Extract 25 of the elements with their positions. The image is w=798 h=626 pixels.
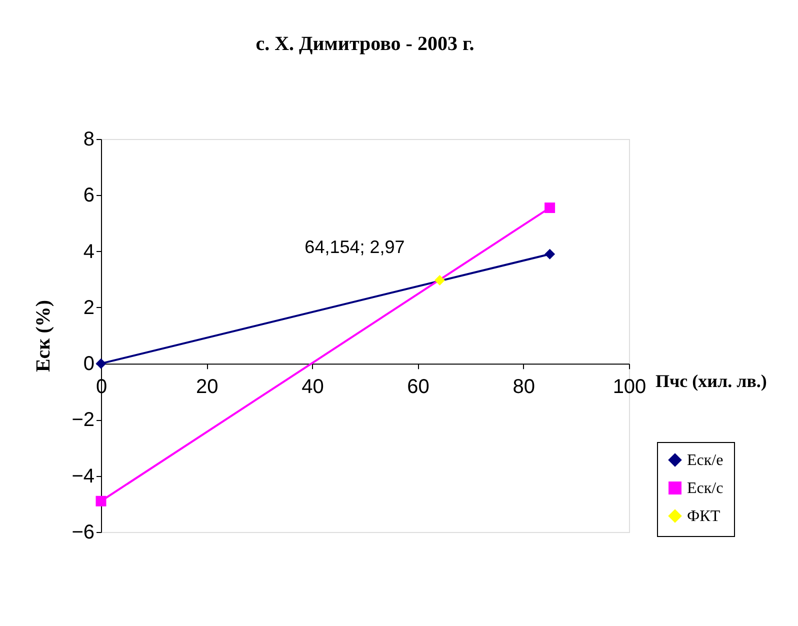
point (96, 496, 106, 506)
x-tick-label: 60 (407, 376, 430, 398)
legend-label: Еск/с (687, 480, 724, 497)
y-tick-label: −2 (72, 409, 94, 432)
point (434, 274, 445, 286)
x-tick-label: 40 (302, 376, 324, 398)
point (96, 358, 106, 369)
y-axis-title: Еск (%) (32, 300, 55, 372)
chart-title: с. Х. Димитрово - 2003 г. (256, 33, 474, 55)
y-tick-label: 2 (83, 296, 94, 319)
point (544, 202, 556, 214)
y-tick-label: −4 (72, 465, 94, 488)
y-tick-label: 4 (83, 240, 94, 263)
legend-label: Еск/е (687, 452, 724, 469)
y-tick-label: 0 (83, 353, 94, 376)
y-tick-label: 8 (83, 128, 94, 150)
legend-label: ФКТ (687, 508, 720, 525)
y-tick-label: −6 (72, 522, 94, 544)
x-axis-title: Пчс (хил. лв.) (656, 371, 767, 392)
annotation: 64,154; 2,97 (304, 237, 405, 258)
x-tick-label: 80 (512, 376, 536, 398)
y-tick-label: 6 (83, 184, 94, 207)
x-tick-label: 20 (196, 376, 218, 398)
x-tick-label: 100 (612, 376, 646, 398)
point (544, 248, 556, 260)
